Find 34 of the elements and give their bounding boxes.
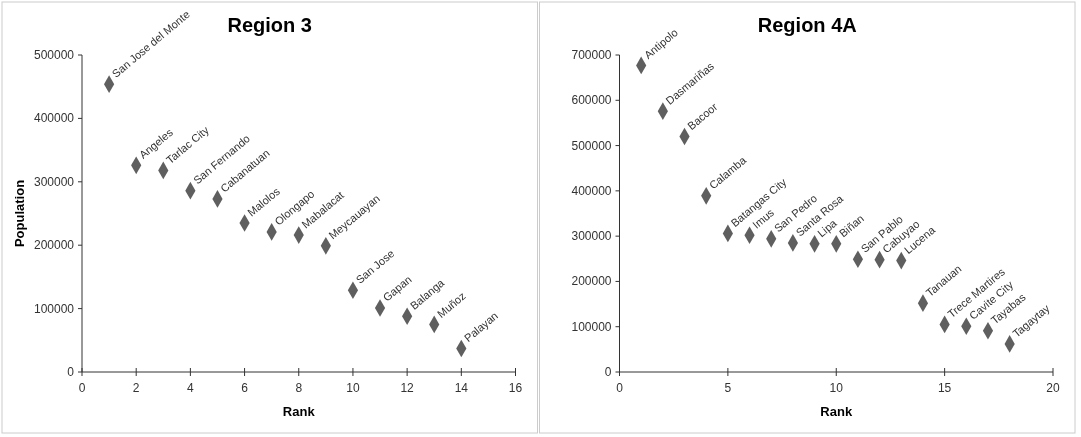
x-axis-title: Rank <box>820 404 853 419</box>
y-tick-label: 0 <box>604 365 612 379</box>
x-tick-label: 15 <box>937 381 952 395</box>
x-tick-label: 12 <box>400 381 415 395</box>
x-tick-label: 16 <box>508 381 523 395</box>
x-tick-label: 6 <box>241 381 249 395</box>
x-tick-label: 8 <box>295 381 303 395</box>
y-tick-label: 500000 <box>571 138 612 153</box>
x-tick-label: 5 <box>724 381 732 395</box>
y-tick-label: 300000 <box>571 229 612 244</box>
x-tick-label: 14 <box>454 381 469 395</box>
x-tick-label: 20 <box>1046 381 1060 395</box>
chart-title: Region 3 <box>227 14 312 36</box>
y-tick-label: 200000 <box>33 238 75 253</box>
y-axis-title: Population <box>12 179 27 248</box>
y-tick-label: 500000 <box>33 48 75 62</box>
chart-title: Region 4A <box>757 14 857 36</box>
x-tick-label: 4 <box>187 381 195 395</box>
x-axis-title: Rank <box>282 404 316 419</box>
y-tick-label: 300000 <box>33 174 75 189</box>
x-tick-label: 2 <box>132 381 140 395</box>
y-tick-label: 600000 <box>571 93 612 108</box>
y-tick-label: 100000 <box>33 301 75 316</box>
annotation: San Jose <box>353 247 397 286</box>
y-tick-label: 400000 <box>33 111 75 126</box>
y-tick-label: 200000 <box>571 274 612 289</box>
x-tick-label: 10 <box>346 381 360 395</box>
x-tick-label: 0 <box>616 381 624 395</box>
y-tick-label: 0 <box>67 365 75 379</box>
y-tick-label: 400000 <box>571 183 612 198</box>
x-tick-label: 10 <box>829 381 844 395</box>
y-tick-label: 700000 <box>571 48 612 62</box>
x-tick-label: 0 <box>78 381 86 395</box>
y-tick-label: 100000 <box>571 319 612 334</box>
